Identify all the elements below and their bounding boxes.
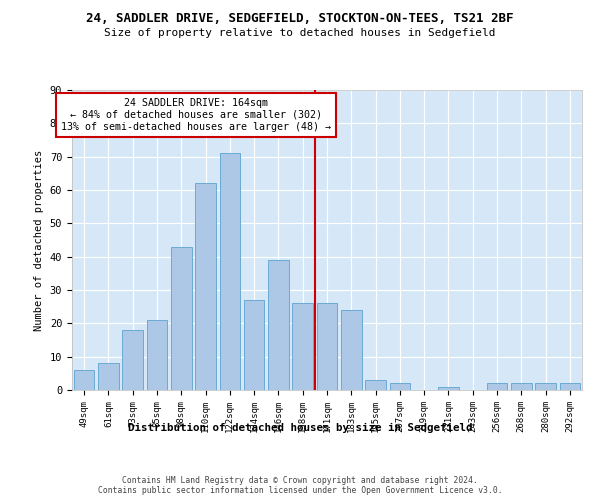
Bar xyxy=(487,384,508,390)
Bar xyxy=(122,330,143,390)
Bar xyxy=(535,384,556,390)
Bar xyxy=(438,386,459,390)
Text: Size of property relative to detached houses in Sedgefield: Size of property relative to detached ho… xyxy=(104,28,496,38)
Y-axis label: Number of detached properties: Number of detached properties xyxy=(34,150,44,330)
Bar xyxy=(268,260,289,390)
Text: 24 SADDLER DRIVE: 164sqm
← 84% of detached houses are smaller (302)
13% of semi-: 24 SADDLER DRIVE: 164sqm ← 84% of detach… xyxy=(61,98,331,132)
Text: 24, SADDLER DRIVE, SEDGEFIELD, STOCKTON-ON-TEES, TS21 2BF: 24, SADDLER DRIVE, SEDGEFIELD, STOCKTON-… xyxy=(86,12,514,26)
Bar xyxy=(365,380,386,390)
Bar xyxy=(171,246,191,390)
Bar xyxy=(220,154,240,390)
Bar xyxy=(341,310,362,390)
Bar xyxy=(560,384,580,390)
Bar xyxy=(244,300,265,390)
Bar xyxy=(98,364,119,390)
Bar xyxy=(146,320,167,390)
Bar xyxy=(74,370,94,390)
Bar xyxy=(389,384,410,390)
Bar xyxy=(317,304,337,390)
Text: Contains HM Land Registry data © Crown copyright and database right 2024.
Contai: Contains HM Land Registry data © Crown c… xyxy=(98,476,502,495)
Bar xyxy=(511,384,532,390)
Text: Distribution of detached houses by size in Sedgefield: Distribution of detached houses by size … xyxy=(128,422,472,432)
Bar xyxy=(195,184,216,390)
Bar xyxy=(292,304,313,390)
